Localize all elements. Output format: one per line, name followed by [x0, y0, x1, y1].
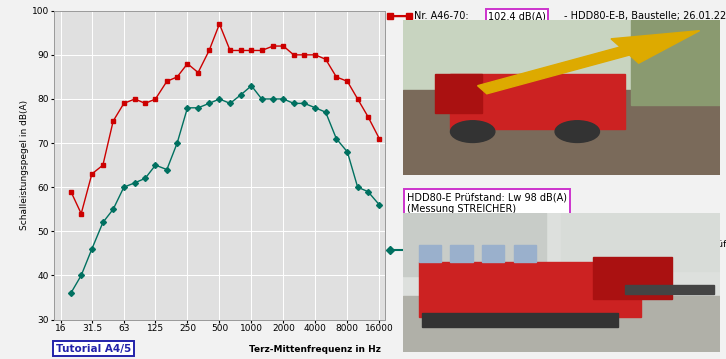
Bar [403, 213, 720, 297]
Text: 102.4 dB(A): 102.4 dB(A) [488, 11, 546, 21]
Circle shape [555, 121, 600, 143]
Text: - HDD45-E-N, Prüfstand;
23.08.22/13:41: - HDD45-E-N, Prüfstand; 23.08.22/13:41 [642, 240, 726, 259]
Bar [403, 20, 720, 90]
Text: Tutorial A4/5: Tutorial A4/5 [56, 344, 131, 354]
Bar [403, 297, 720, 352]
Circle shape [450, 121, 495, 143]
Bar [435, 74, 482, 113]
Bar [403, 90, 720, 175]
Bar [419, 262, 640, 317]
Bar [625, 285, 714, 294]
Text: HDD80-E Prüfstand: Lw 98 dB(A)
(Messung STREICHER): HDD80-E Prüfstand: Lw 98 dB(A) (Messung … [407, 192, 567, 214]
Text: 23.08.22/13:41: 23.08.22/13:41 [414, 261, 488, 271]
Bar [422, 313, 619, 327]
Text: Nr. A46-70:: Nr. A46-70: [414, 11, 471, 21]
Text: Terz-Mittenfrequenz in Hz: Terz-Mittenfrequenz in Hz [249, 345, 381, 354]
Bar [561, 213, 720, 271]
Bar [631, 20, 720, 105]
Bar [514, 245, 536, 262]
Text: 90.6 dB(A): 90.6 dB(A) [569, 244, 621, 255]
Bar [593, 257, 672, 299]
Text: Nr. E22-E26 und E72-E75: Nr. E22-E26 und E72-E75 [414, 244, 539, 255]
FancyArrow shape [478, 31, 700, 94]
Bar [419, 245, 441, 262]
Bar [482, 245, 505, 262]
Bar [403, 213, 545, 276]
Bar [450, 74, 625, 129]
Bar [450, 245, 473, 262]
Text: - HDD80-E-B, Baustelle; 26.01.22/14:08: - HDD80-E-B, Baustelle; 26.01.22/14:08 [564, 11, 726, 21]
Y-axis label: Schalleistungspegel in dB(A): Schalleistungspegel in dB(A) [20, 100, 29, 230]
